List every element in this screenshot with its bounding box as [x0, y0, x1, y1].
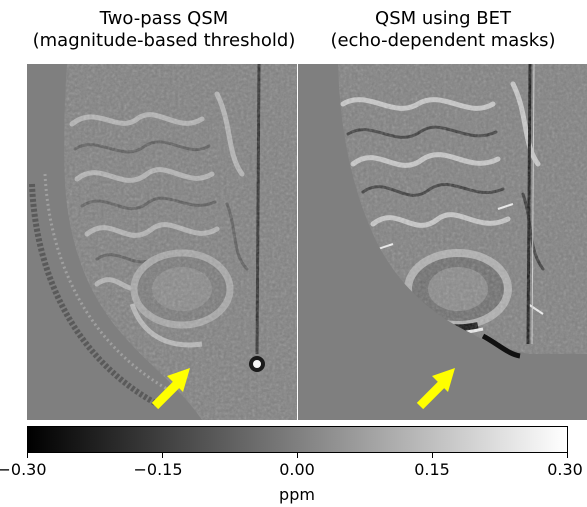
colorbar-tick-mark	[297, 453, 298, 458]
left-panel-title: Two-pass QSM (magnitude-based threshold)	[30, 8, 298, 52]
colorbar	[27, 426, 568, 453]
colorbar-tick-mark	[27, 453, 28, 458]
arrow-up-right-icon	[416, 368, 455, 410]
colorbar-tick-label: 0.30	[547, 460, 583, 479]
arrow-up-right-icon	[151, 368, 190, 410]
colorbar-tick-label: 0.15	[414, 460, 450, 479]
left-panel-title-line2: (magnitude-based threshold)	[32, 30, 296, 51]
right-panel-title-line1: QSM using BET	[375, 8, 511, 29]
left-panel-title-line1: Two-pass QSM	[99, 8, 229, 29]
colorbar-tick-mark	[162, 453, 163, 458]
colorbar-tick-label: 0.00	[279, 460, 315, 479]
colorbar-tick-label: −0.15	[133, 460, 183, 479]
right-qsm-image	[298, 64, 587, 420]
colorbar-unit-label: ppm	[279, 485, 315, 504]
left-qsm-image	[27, 64, 297, 420]
colorbar-tick-label: −0.30	[0, 460, 47, 479]
right-panel-title-line2: (echo-dependent masks)	[330, 30, 556, 51]
colorbar-tick-mark	[432, 453, 433, 458]
colorbar-tick-mark	[567, 453, 568, 458]
right-panel-title: QSM using BET (echo-dependent masks)	[298, 8, 587, 52]
